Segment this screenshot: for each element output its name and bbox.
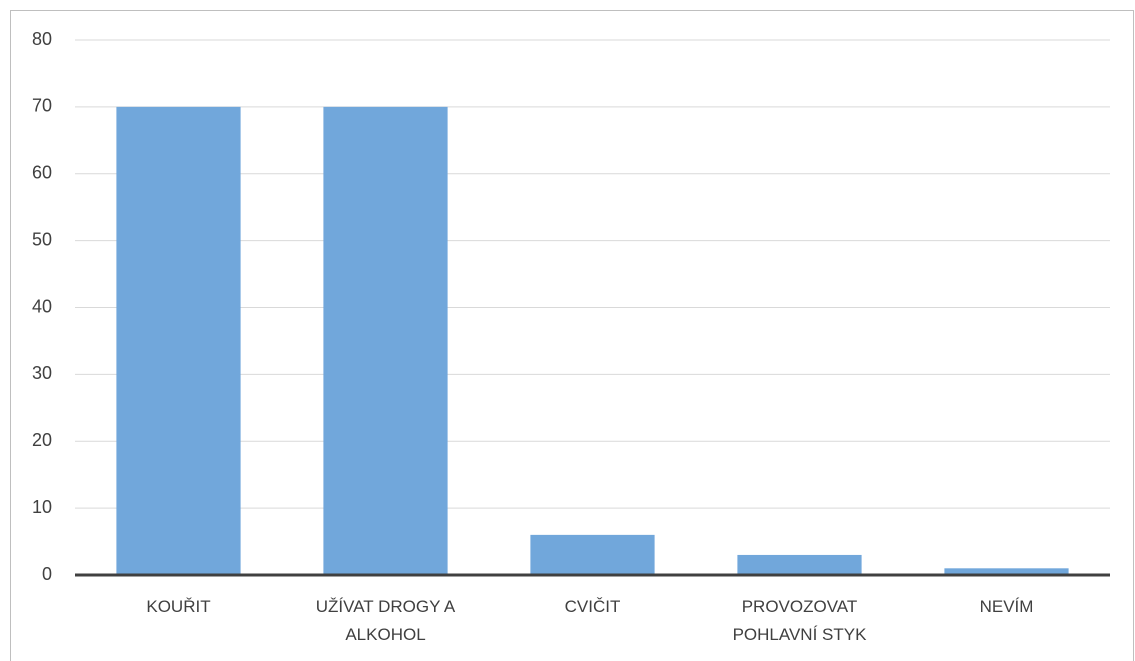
bar [530,534,655,575]
y-tick-label: 50 [32,229,52,249]
y-tick-label: 80 [32,29,52,49]
bar [116,106,241,575]
bar [737,554,862,575]
chart-frame [10,10,1134,661]
y-tick-label: 30 [32,363,52,383]
bar [944,568,1069,575]
y-tick-label: 70 [32,96,52,116]
y-tick-label: 0 [42,564,52,584]
y-tick-label: 60 [32,163,52,183]
y-tick-label: 20 [32,430,52,450]
x-tick-label: UŽÍVAT DROGY A ALKOHOL [315,597,456,644]
x-tick-label: CVIČIT [564,597,621,616]
bar [323,106,448,575]
x-tick-label: NEVÍM [979,597,1034,616]
y-tick-label: 40 [32,296,52,316]
x-tick-label: PROVOZOVAT POHLAVNÍ STYK [732,597,867,644]
x-tick-label: KOUŘIT [146,597,211,616]
y-tick-label: 10 [32,497,52,517]
